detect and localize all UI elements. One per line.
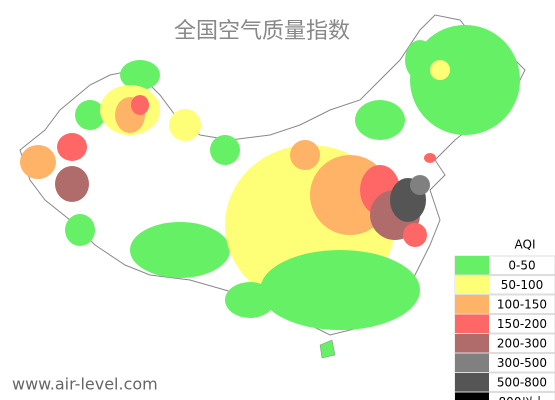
map-shapes — [19, 14, 526, 359]
legend-label: 100-150 — [497, 297, 547, 311]
legend-label: 800以上 — [499, 395, 546, 400]
map-title: 全国空气质量指数 — [174, 19, 350, 44]
legend-swatch — [455, 275, 489, 294]
legend-swatch — [455, 392, 489, 400]
legend-swatch — [455, 334, 489, 353]
legend-label: 500-800 — [497, 375, 547, 389]
legend-swatch — [455, 314, 489, 333]
legend-label: 150-200 — [497, 317, 547, 331]
legend: 0-50 50-100 100-150 150-200 200-300 300-500 50… — [454, 255, 555, 400]
legend-label: 200-300 — [497, 336, 547, 350]
legend-swatch — [455, 295, 489, 314]
legend-label: 50-100 — [501, 278, 544, 292]
legend-label: 0-50 — [508, 258, 535, 272]
site-footer: www.air-level.com — [12, 375, 158, 394]
legend-swatch — [455, 353, 489, 372]
legend-title: AQI — [515, 238, 536, 252]
legend-swatch — [455, 373, 489, 392]
legend-swatch — [455, 256, 489, 275]
legend-row — [454, 392, 555, 400]
legend-label: 300-500 — [497, 356, 547, 370]
